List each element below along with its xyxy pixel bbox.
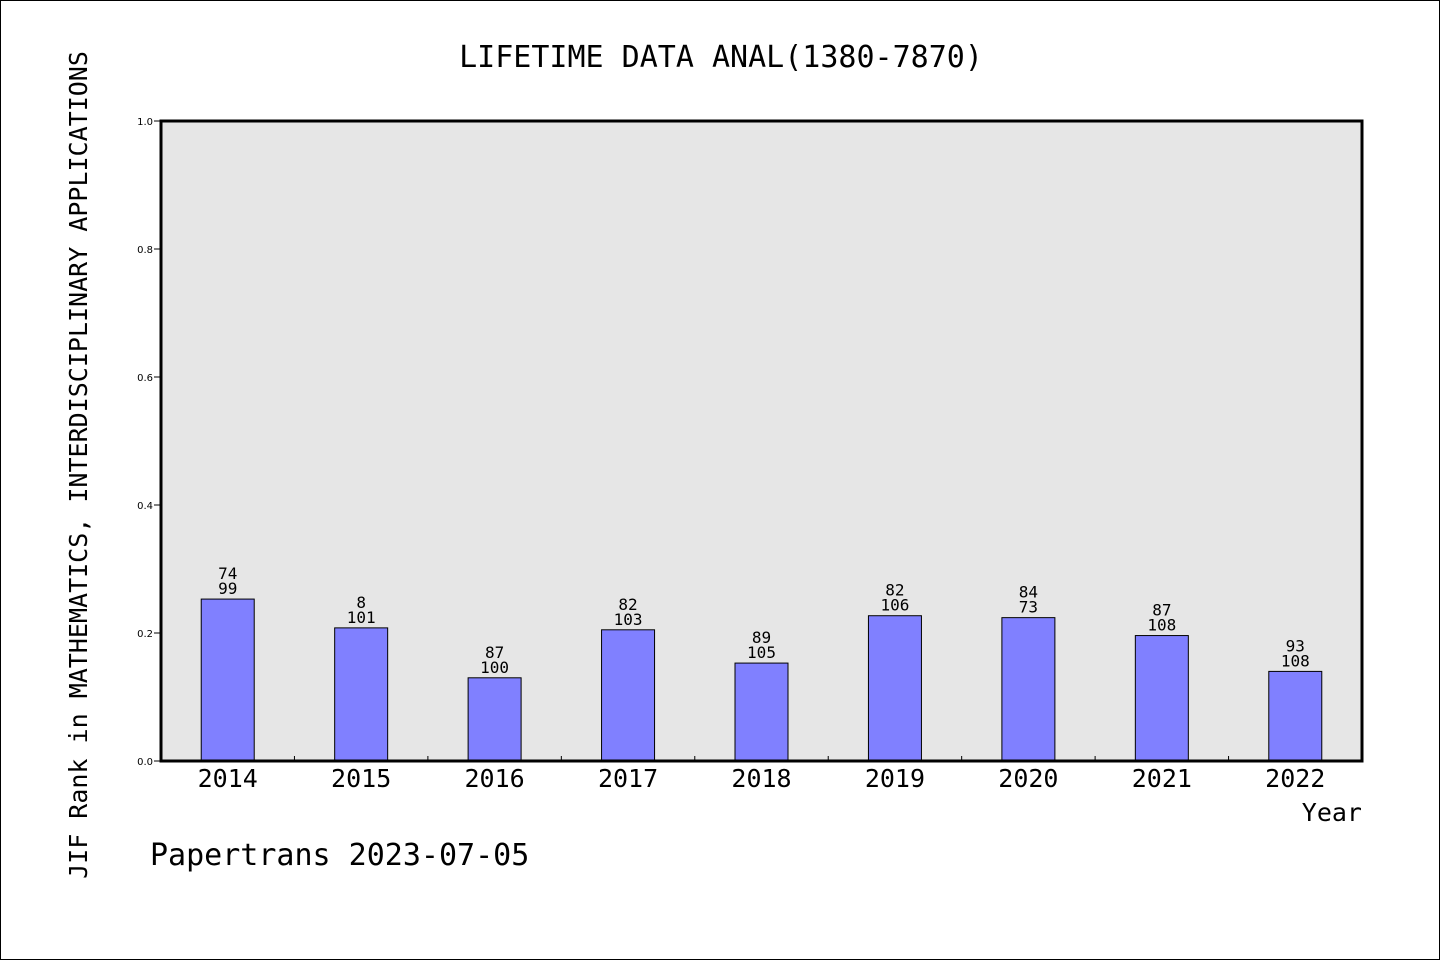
y-tick-label: 0.6: [137, 373, 153, 384]
bar: [1268, 670, 1323, 762]
bar: [467, 677, 522, 762]
bar-label-upper: 8: [356, 593, 366, 612]
y-tick-label: 0.8: [137, 245, 153, 256]
bar-label-lower: 73: [1019, 598, 1038, 617]
bar-label-upper: 82: [618, 595, 637, 614]
bar-label-lower: 101: [347, 608, 376, 627]
x-tick-label: 2014: [198, 764, 258, 793]
bar-label-lower: 108: [1147, 616, 1176, 635]
x-axis-label: Year: [1302, 798, 1362, 827]
bar: [1134, 635, 1189, 762]
bar-label-upper: 74: [218, 564, 237, 583]
bars-group: [200, 598, 1323, 762]
bar-label-lower: 103: [614, 610, 643, 629]
bar-label-lower: 108: [1281, 651, 1310, 670]
y-tick-label: 0.2: [137, 629, 153, 640]
bar-label-upper: 87: [1152, 601, 1171, 620]
x-tick-label: 2016: [465, 764, 525, 793]
bar: [734, 662, 789, 762]
chart-title: LIFETIME DATA ANAL(1380-7870): [459, 40, 983, 75]
bar-label-lower: 99: [218, 579, 237, 598]
x-tick-label: 2020: [998, 764, 1058, 793]
x-tick-label: 2022: [1265, 764, 1325, 793]
bar-label-upper: 93: [1286, 636, 1305, 655]
y-tick-label: 0.4: [137, 501, 153, 512]
bar: [200, 598, 255, 762]
bar-label-upper: 89: [752, 628, 771, 647]
x-tick-label: 2015: [331, 764, 391, 793]
bar: [1001, 617, 1056, 762]
bar: [867, 615, 922, 762]
y-axis: 0.0 0.2 0.4 0.6 0.8 1.0: [137, 117, 161, 768]
bar-label-lower: 106: [880, 596, 909, 615]
bar-label-upper: 84: [1019, 583, 1038, 602]
bar-label-upper: 87: [485, 643, 504, 662]
y-tick-label: 0.0: [137, 757, 153, 768]
bar-label-lower: 105: [747, 643, 776, 662]
bar: [334, 627, 389, 762]
bar: [601, 629, 656, 762]
x-tick-label: 2017: [598, 764, 658, 793]
footer-credit: Papertrans 2023-07-05: [150, 838, 529, 873]
bar-label-lower: 100: [480, 658, 509, 677]
y-tick-label: 1.0: [137, 117, 153, 128]
y-axis-label: JIF Rank in MATHEMATICS, INTERDISCIPLINA…: [64, 51, 93, 879]
x-tick-label: 2019: [865, 764, 925, 793]
bar-label-upper: 82: [885, 581, 904, 600]
x-tick-label: 2018: [731, 764, 791, 793]
x-tick-label: 2021: [1132, 764, 1192, 793]
x-axis: 2014 2015 2016 2017 2018 2019 2020 2021 2022: [198, 756, 1325, 793]
plot-frame: [159, 119, 1364, 763]
